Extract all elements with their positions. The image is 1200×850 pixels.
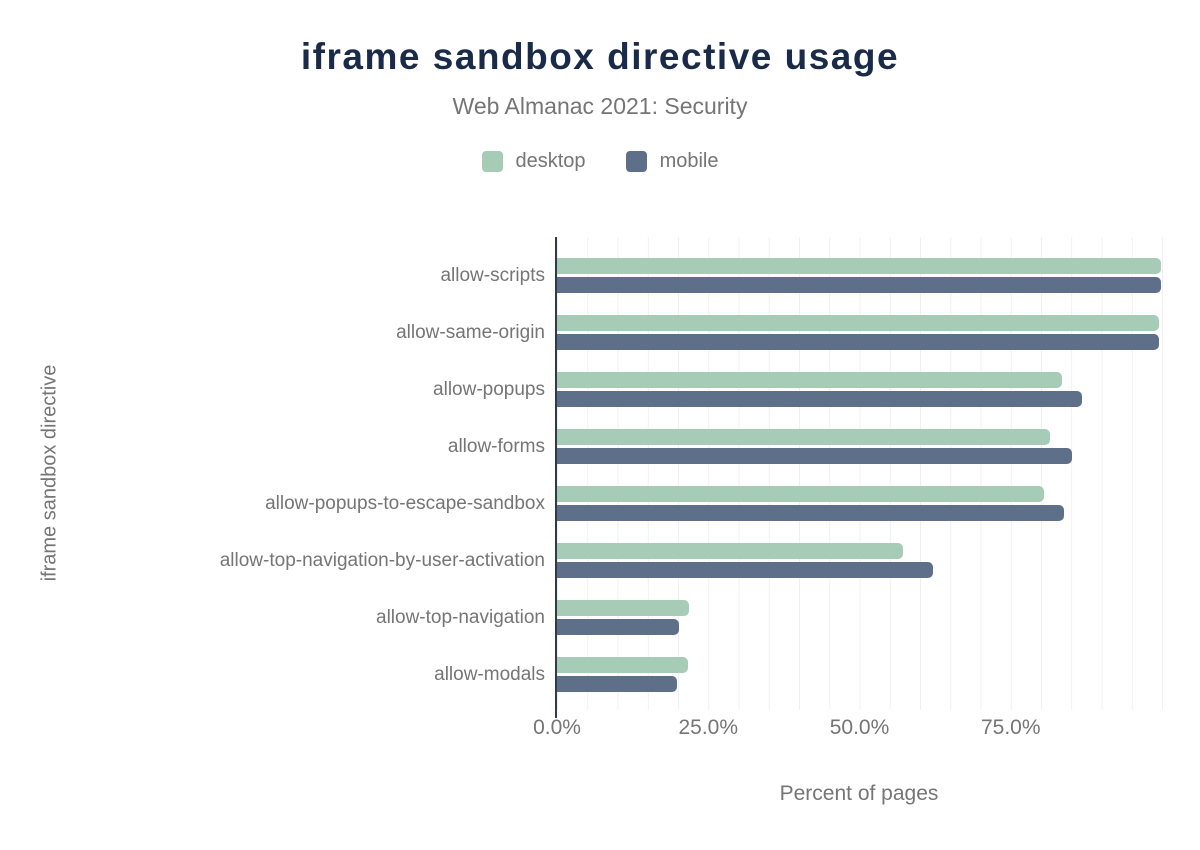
category-label: allow-forms bbox=[447, 435, 545, 457]
legend-item-mobile: mobile bbox=[625, 150, 719, 173]
legend-label-desktop: desktop bbox=[515, 150, 586, 172]
bar-desktop-allow-forms bbox=[557, 429, 1051, 445]
category-label: allow-top-navigation-by-user-activation bbox=[219, 549, 545, 571]
bar-desktop-allow-top-navigation bbox=[557, 600, 689, 616]
chart-row-allow-popups: allow-popups bbox=[0, 361, 1162, 418]
category-label: allow-popups bbox=[433, 378, 545, 400]
y-axis-line bbox=[555, 237, 557, 718]
x-tick-label: 25.0% bbox=[678, 716, 739, 739]
bar-group bbox=[557, 657, 1162, 692]
category-label: allow-modals bbox=[434, 663, 545, 685]
desktop-swatch-icon bbox=[481, 151, 503, 172]
plot-rows: allow-scripts allow-same-origin allow-popu… bbox=[0, 237, 1162, 703]
chart-row-allow-top-navigation: allow-top-navigation bbox=[0, 589, 1162, 646]
bar-desktop-allow-same-origin bbox=[557, 315, 1159, 331]
bar-mobile-allow-scripts bbox=[557, 277, 1162, 293]
bar-mobile-allow-popups bbox=[557, 391, 1083, 407]
mobile-swatch-icon bbox=[625, 151, 647, 172]
chart-row-allow-scripts: allow-scripts bbox=[0, 247, 1162, 304]
legend: desktop mobile bbox=[0, 150, 1200, 173]
chart-row-allow-top-navigation-by-user-activation: allow-top-navigation-by-user-activation bbox=[0, 532, 1162, 589]
chart-row-allow-same-origin: allow-same-origin bbox=[0, 304, 1162, 361]
bar-mobile-allow-popups-to-escape-sandbox bbox=[557, 505, 1064, 521]
bar-desktop-allow-top-navigation-by-user-activation bbox=[557, 543, 904, 559]
bar-group bbox=[557, 315, 1162, 350]
chart-row-allow-popups-to-escape-sandbox: allow-popups-to-escape-sandbox bbox=[0, 475, 1162, 532]
bar-group bbox=[557, 486, 1162, 521]
bar-desktop-allow-modals bbox=[557, 657, 689, 673]
chart-subtitle: Web Almanac 2021: Security bbox=[452, 93, 748, 119]
bar-mobile-allow-modals bbox=[557, 676, 677, 692]
legend-label-mobile: mobile bbox=[659, 150, 719, 172]
bar-group bbox=[557, 372, 1162, 407]
x-tick-label: 0.0% bbox=[533, 716, 581, 739]
bar-desktop-allow-popups-to-escape-sandbox bbox=[557, 486, 1045, 502]
chart-title: iframe sandbox directive usage bbox=[300, 36, 900, 77]
category-label: allow-popups-to-escape-sandbox bbox=[265, 492, 545, 514]
category-label: allow-same-origin bbox=[396, 321, 545, 343]
bar-desktop-allow-scripts bbox=[557, 258, 1162, 274]
bar-mobile-allow-forms bbox=[557, 448, 1072, 464]
bar-group bbox=[557, 543, 1162, 578]
bar-mobile-allow-same-origin bbox=[557, 334, 1159, 350]
category-label: allow-top-navigation bbox=[376, 606, 545, 628]
bar-desktop-allow-popups bbox=[557, 372, 1063, 388]
bar-mobile-allow-top-navigation-by-user-activation bbox=[557, 562, 933, 578]
chart-row-allow-modals: allow-modals bbox=[0, 646, 1162, 703]
bar-group bbox=[557, 600, 1162, 635]
x-axis-title: Percent of pages bbox=[779, 782, 939, 805]
x-tick-label: 50.0% bbox=[829, 716, 890, 739]
bar-group bbox=[557, 258, 1162, 293]
bar-mobile-allow-top-navigation bbox=[557, 619, 680, 635]
chart-row-allow-forms: allow-forms bbox=[0, 418, 1162, 475]
category-label: allow-scripts bbox=[440, 264, 545, 286]
legend-item-desktop: desktop bbox=[481, 150, 586, 173]
bar-group bbox=[557, 429, 1162, 464]
x-tick-label: 75.0% bbox=[980, 716, 1041, 739]
